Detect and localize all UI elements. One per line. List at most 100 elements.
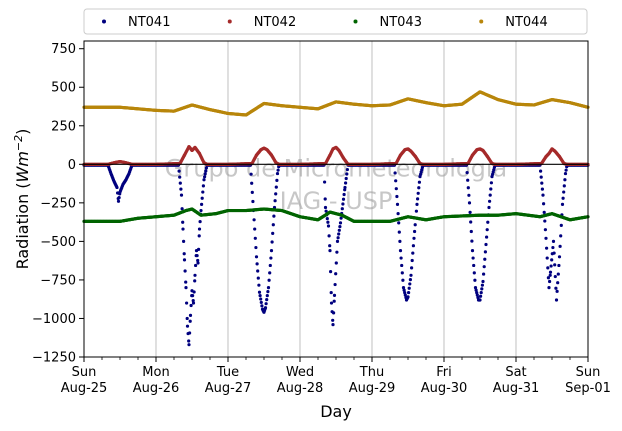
data-point <box>260 304 264 308</box>
data-point <box>542 210 546 215</box>
data-point <box>203 172 207 176</box>
data-point <box>560 202 565 206</box>
data-point <box>473 278 477 282</box>
data-point <box>555 289 559 293</box>
data-point <box>545 246 549 250</box>
data-point <box>182 252 186 256</box>
legend-label-NT042: NT042 <box>254 15 296 30</box>
y-tick-label: −1000 <box>32 312 76 327</box>
data-point <box>557 255 562 259</box>
data-point <box>323 197 327 201</box>
data-point <box>341 197 346 201</box>
data-point <box>187 339 191 343</box>
data-point <box>259 297 263 301</box>
data-point <box>343 188 347 192</box>
data-point <box>548 270 553 274</box>
data-point <box>336 236 340 240</box>
y-tick-label: −1250 <box>32 351 76 366</box>
data-point <box>483 257 487 261</box>
data-point <box>562 184 566 188</box>
data-point <box>178 175 182 179</box>
data-point <box>469 220 473 224</box>
data-point <box>252 218 256 222</box>
data-point <box>411 244 415 248</box>
grid <box>155 41 517 357</box>
data-point <box>325 216 329 221</box>
x-tick-date: Aug-29 <box>349 381 396 396</box>
data-point <box>544 236 548 240</box>
data-point <box>269 256 273 260</box>
data-point <box>202 178 206 182</box>
data-point <box>546 276 551 280</box>
x-tick-day: Sat <box>505 365 526 380</box>
data-point <box>481 279 485 284</box>
data-point <box>182 258 187 262</box>
data-point <box>116 199 121 203</box>
data-point <box>266 290 270 294</box>
data-point <box>181 227 185 231</box>
data-point <box>254 255 259 259</box>
data-point <box>559 234 563 238</box>
data-point <box>400 271 404 275</box>
data-point <box>328 244 332 248</box>
data-point <box>488 193 492 197</box>
data-point <box>265 298 269 302</box>
data-point <box>399 256 403 260</box>
data-point <box>407 286 411 290</box>
data-point <box>472 263 476 268</box>
data-point <box>257 290 262 294</box>
data-point <box>400 263 404 268</box>
data-point <box>204 169 208 173</box>
x-tick-day: Tue <box>216 365 239 380</box>
data-point <box>337 232 341 236</box>
data-point <box>251 199 255 204</box>
x-tick-day: Sun <box>72 365 97 380</box>
x-axis-title: Day <box>320 402 352 421</box>
series-NT044 <box>82 90 590 117</box>
data-point <box>487 205 491 210</box>
data-point <box>196 261 200 265</box>
data-point <box>326 224 331 228</box>
data-point <box>197 247 201 252</box>
data-point <box>267 278 271 282</box>
data-point <box>545 256 549 260</box>
data-point <box>334 272 338 276</box>
data-point <box>549 264 553 268</box>
data-point <box>473 286 478 290</box>
data-point <box>478 298 482 302</box>
data-point <box>561 196 565 200</box>
y-tick-label: −250 <box>40 196 76 211</box>
data-point <box>408 282 412 286</box>
data-point <box>410 258 414 263</box>
data-point <box>543 219 547 223</box>
x-tick-date: Sep-01 <box>565 381 611 396</box>
data-point <box>329 270 333 274</box>
data-point <box>402 288 406 292</box>
y-tick-label: −750 <box>40 273 76 288</box>
data-point <box>329 290 333 295</box>
data-point <box>396 212 400 216</box>
data-point <box>411 251 415 255</box>
data-point <box>339 216 343 220</box>
data-point <box>263 306 268 310</box>
data-point <box>397 221 401 225</box>
data-point <box>345 167 349 172</box>
data-point <box>253 227 257 231</box>
series-NT043 <box>82 207 590 223</box>
data-point <box>475 293 479 297</box>
data-point <box>542 202 546 206</box>
data-point <box>200 202 204 206</box>
x-tick-date: Aug-26 <box>133 381 180 396</box>
data-point <box>338 221 343 225</box>
data-point <box>480 283 484 287</box>
data-point <box>255 262 259 266</box>
data-point <box>563 178 567 182</box>
data-point <box>254 245 258 250</box>
data-point <box>343 185 347 190</box>
data-point <box>182 239 186 243</box>
data-point <box>539 175 543 179</box>
data-point <box>276 168 280 172</box>
data-point <box>275 178 279 182</box>
data-point <box>417 186 421 190</box>
data-point <box>557 263 561 268</box>
